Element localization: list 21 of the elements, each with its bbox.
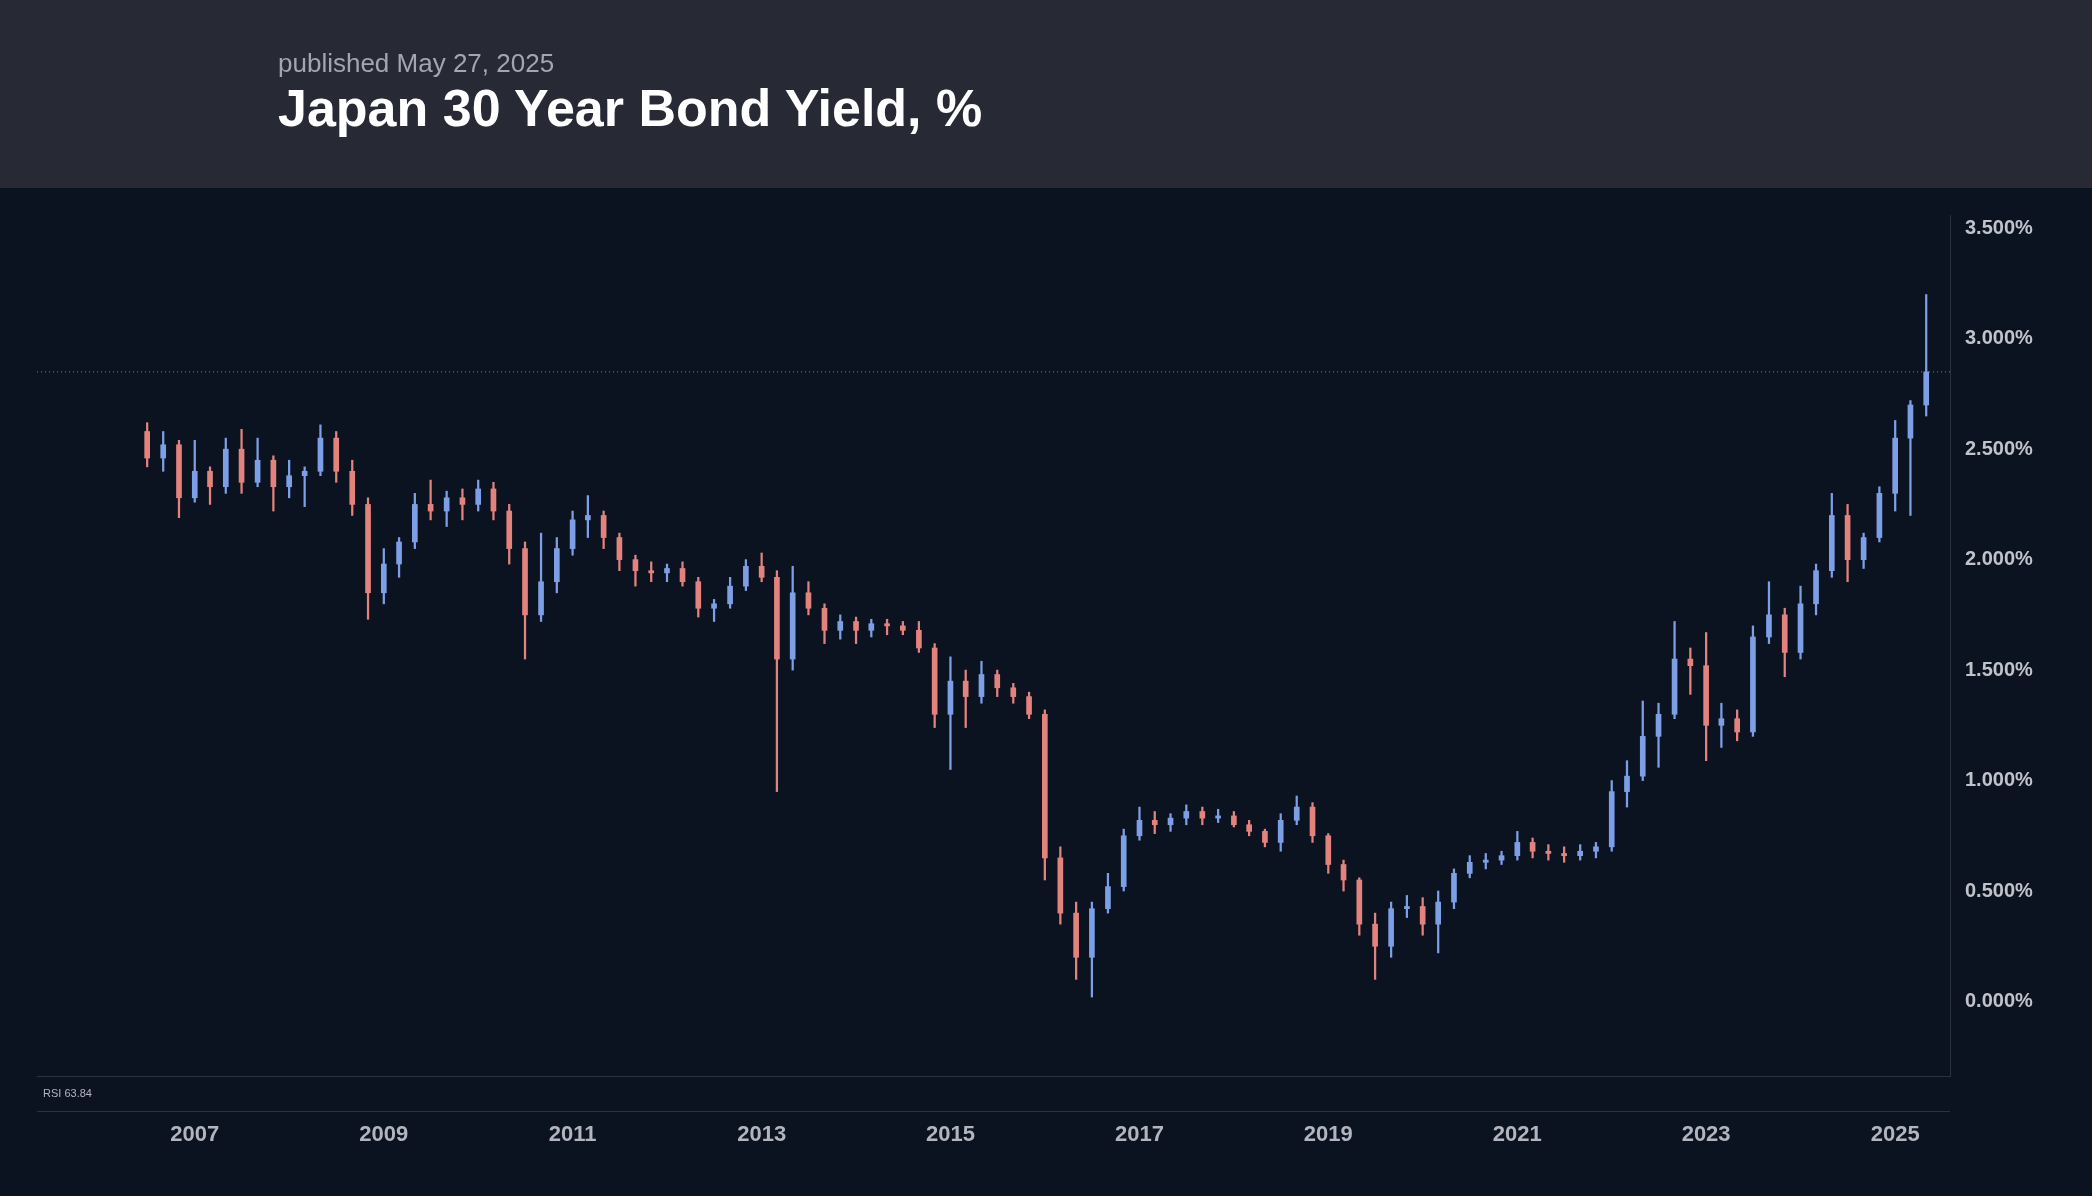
x-tick-label: 2007 [170,1120,220,1146]
x-tick-label: 2013 [737,1120,787,1146]
y-tick-label: 2.000% [1965,547,2034,570]
y-tick-label: 2.500% [1965,436,2034,459]
y-tick-label: 0.500% [1965,878,2034,901]
chart-subtitle: published May 27, 2025 [278,48,555,78]
x-tick-label: 2011 [548,1120,597,1146]
y-tick-label: 1.500% [1965,657,2034,680]
y-tick-label: 0.000% [1965,989,2034,1011]
x-tick-label: 2017 [1115,1120,1164,1146]
chart-title: Japan 30 Year Bond Yield, % [278,79,983,137]
x-tick-label: 2015 [925,1120,975,1146]
x-tick-label: 2021 [1492,1120,1542,1146]
y-tick-label: 3.000% [1965,326,2034,349]
text: RSI 63.84 [43,1086,92,1100]
y-tick-label: 3.500% [1965,215,2034,238]
y-tick-label: 1.000% [1965,768,2034,791]
x-tick-label: 2025 [1870,1120,1920,1146]
x-tick-label: 2009 [359,1120,409,1146]
x-tick-label: 2023 [1681,1120,1731,1146]
x-tick-label: 2019 [1303,1120,1353,1146]
